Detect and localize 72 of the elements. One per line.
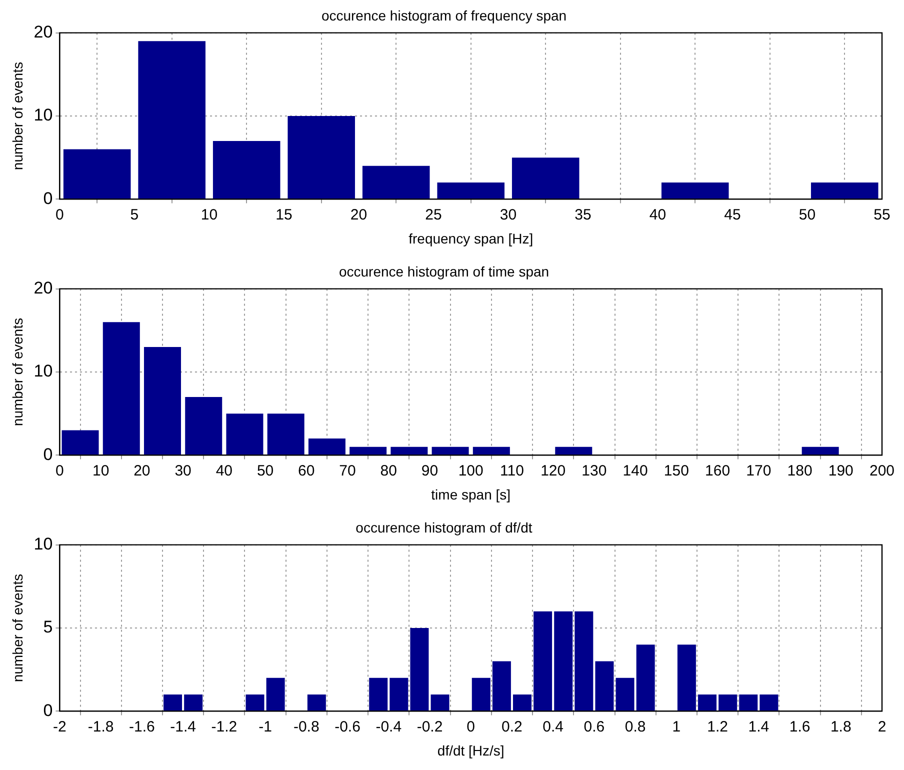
y-axis-title: number of events	[9, 318, 26, 426]
x-tick-label: 55	[874, 206, 890, 224]
chart-title: occurence histogram of frequency span	[321, 7, 567, 24]
x-tick-label: 130	[582, 462, 607, 480]
y-tick-label: 20	[34, 278, 53, 298]
x-tick-label: 1	[672, 718, 681, 736]
x-tick-label: 10	[92, 462, 110, 480]
y-tick-label: 10	[34, 362, 53, 381]
x-tick-label: 40	[216, 462, 233, 480]
x-tick-label: 50	[256, 462, 274, 480]
x-tick-label: 80	[380, 462, 397, 480]
x-tick-label: 45	[724, 206, 741, 224]
x-tick-label: 180	[787, 462, 812, 480]
x-tick-label: -0.6	[334, 718, 360, 736]
x-tick-label: 190	[828, 462, 854, 480]
x-tick-label: -1.2	[211, 718, 238, 736]
y-tick-label: 10	[34, 106, 53, 125]
chart-title: occurence histogram of time span	[338, 263, 550, 280]
x-tick-label: 1.6	[789, 718, 810, 736]
x-tick-label: 120	[540, 462, 566, 480]
x-tick-label: 0.6	[584, 718, 605, 736]
x-tick-label: 160	[705, 462, 730, 480]
y-tick-label: 0	[43, 444, 53, 464]
x-tick-label: 100	[458, 462, 484, 480]
x-axis-title: frequency span [Hz]	[408, 230, 534, 246]
y-axis-title: number of events	[9, 62, 26, 170]
x-tick-label: 1.2	[707, 718, 728, 736]
y-axis-title: number of events	[9, 574, 26, 682]
x-tick-label: 0.8	[624, 718, 646, 736]
x-tick-label: -0.4	[376, 718, 402, 736]
x-axis-title: time span [s]	[431, 486, 511, 502]
x-tick-label: 110	[500, 462, 524, 480]
x-tick-label: -1.4	[170, 718, 196, 736]
x-tick-label: -0.2	[416, 718, 443, 736]
x-tick-label: 35	[574, 206, 592, 224]
x-tick-label: 0.4	[542, 718, 564, 736]
x-tick-label: 20	[350, 206, 368, 224]
x-tick-label: 30	[500, 206, 517, 224]
x-tick-label: 0	[56, 206, 64, 224]
y-tick-label: 10	[34, 534, 53, 554]
x-tick-label: 0	[56, 462, 64, 480]
x-tick-label: 90	[421, 462, 438, 480]
x-tick-label: 1.8	[830, 718, 852, 736]
x-tick-label: 170	[746, 462, 772, 480]
x-tick-label: -1.8	[88, 718, 114, 736]
x-tick-label: 140	[622, 462, 648, 480]
x-axis-title: df/dt [Hz/s]	[437, 742, 504, 758]
x-tick-label: 50	[798, 206, 816, 224]
x-tick-label: -2	[53, 718, 66, 736]
x-tick-label: 150	[664, 462, 689, 480]
x-tick-label: 25	[425, 206, 442, 224]
x-tick-label: 200	[869, 462, 895, 480]
y-tick-label: 0	[43, 700, 53, 720]
x-tick-label: 70	[339, 462, 356, 480]
x-tick-label: 0.2	[502, 718, 522, 736]
x-tick-label: -1	[258, 718, 272, 736]
x-tick-label: 15	[276, 206, 292, 224]
y-tick-label: 0	[43, 188, 53, 208]
chart-title: occurence histogram of df/dt	[356, 519, 532, 536]
x-tick-label: -1.6	[129, 718, 155, 736]
x-tick-label: 2	[878, 718, 886, 736]
y-tick-label: 5	[43, 618, 53, 637]
x-tick-label: 1.4	[748, 718, 770, 736]
y-tick-label: 20	[34, 22, 53, 42]
x-tick-label: 30	[174, 462, 192, 480]
x-tick-label: 0	[466, 718, 476, 736]
x-tick-label: 5	[130, 206, 139, 224]
x-tick-label: -0.8	[293, 718, 320, 736]
x-tick-label: 40	[649, 206, 666, 224]
x-tick-label: 60	[298, 462, 315, 480]
x-tick-label: 10	[200, 206, 218, 224]
x-tick-label: 20	[134, 462, 150, 480]
